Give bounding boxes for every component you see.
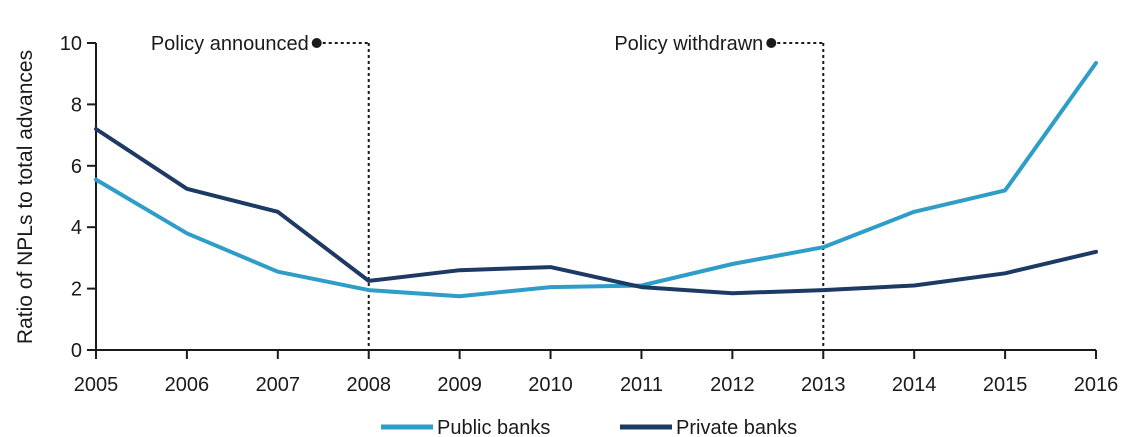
y-tick-label: 2: [71, 279, 82, 301]
axes: 0 2 4 6 8 10 2005 2006 2007 2008 2009 2010 2011 2012 2…: [60, 33, 1119, 396]
x-tick-label: 2008: [346, 374, 391, 396]
y-tick-label: 10: [60, 33, 82, 55]
x-tick-label: 2006: [165, 374, 210, 396]
x-tick-label: 2011: [620, 374, 663, 396]
legend: Public banks Private banks: [381, 417, 797, 437]
legend-label-private-banks: Private banks: [676, 417, 797, 437]
series-lines: [94, 61, 1098, 299]
annotation-dot: [766, 38, 777, 48]
x-tick-label: 2012: [710, 374, 755, 396]
annotation-label: Policy announced: [151, 33, 309, 55]
x-tick-label: 2009: [437, 374, 482, 396]
x-tick-label: 2005: [74, 374, 119, 396]
annotation-dot: [311, 38, 322, 48]
legend-label-public-banks: Public banks: [437, 417, 550, 437]
y-tick-label: 6: [71, 156, 82, 178]
x-tick-label: 2014: [892, 374, 937, 396]
x-tick-label: 2013: [801, 374, 846, 396]
x-tick-label: 2010: [528, 374, 573, 396]
x-tick-label: 2007: [256, 374, 301, 396]
y-tick-label: 4: [71, 217, 82, 239]
private-banks-line: [94, 127, 1098, 296]
annotation-label: Policy withdrawn: [614, 33, 763, 55]
x-tick-label: 2016: [1074, 374, 1119, 396]
y-axis-title: Ratio of NPLs to total advances: [14, 50, 37, 344]
y-tick-label: 0: [71, 340, 82, 362]
annotations: Policy announced Policy withdrawn: [151, 33, 825, 350]
public-banks-line: [94, 61, 1098, 299]
x-tick-label: 2015: [983, 374, 1028, 396]
y-tick-label: 8: [71, 94, 82, 116]
